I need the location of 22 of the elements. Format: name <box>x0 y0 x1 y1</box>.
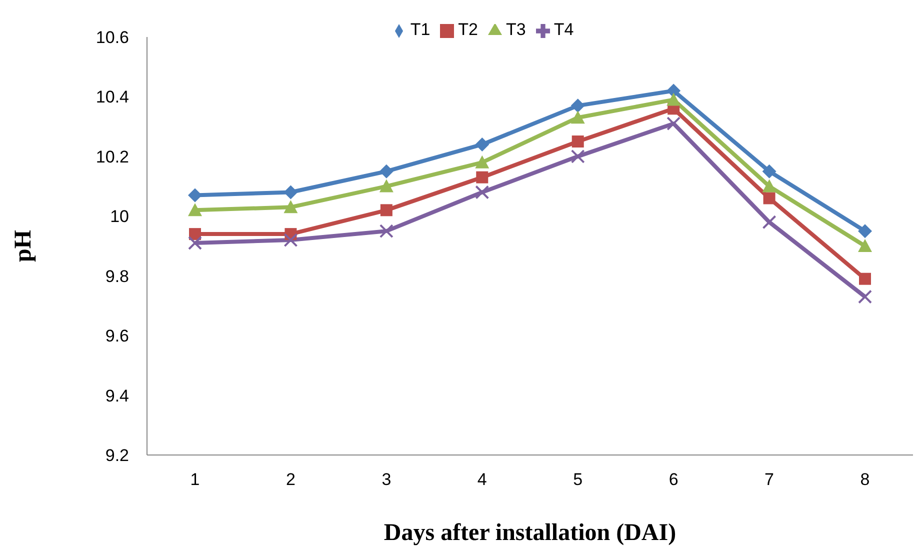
legend-label: T1 <box>410 20 430 39</box>
x-tick-label: 5 <box>573 470 583 490</box>
y-tick-label: 9.6 <box>105 326 129 346</box>
x-tick-label: 1 <box>190 470 200 490</box>
legend-label: T4 <box>554 20 574 39</box>
x-tick-label: 2 <box>286 470 296 490</box>
y-tick-label: 10.2 <box>96 147 129 166</box>
x-tick-label: 3 <box>382 470 392 490</box>
x-axis-title: Days after installation (DAI) <box>384 520 676 546</box>
legend-label: T3 <box>506 20 526 39</box>
y-tick-label: 10.4 <box>96 88 129 107</box>
x-tick-label: 8 <box>860 470 870 490</box>
x-tick-label: 6 <box>668 470 678 490</box>
x-tick-label: 7 <box>764 470 774 490</box>
legend-label: T2 <box>458 20 478 39</box>
y-tick-label: 9.8 <box>105 266 129 286</box>
x-tick-label: 4 <box>477 470 487 490</box>
y-tick-label: 9.2 <box>105 446 129 466</box>
y-tick-label: 9.4 <box>105 386 129 406</box>
y-tick-label: 10 <box>110 207 129 226</box>
y-tick-label: 10.6 <box>96 28 129 48</box>
y-axis-title: pH <box>10 230 37 262</box>
